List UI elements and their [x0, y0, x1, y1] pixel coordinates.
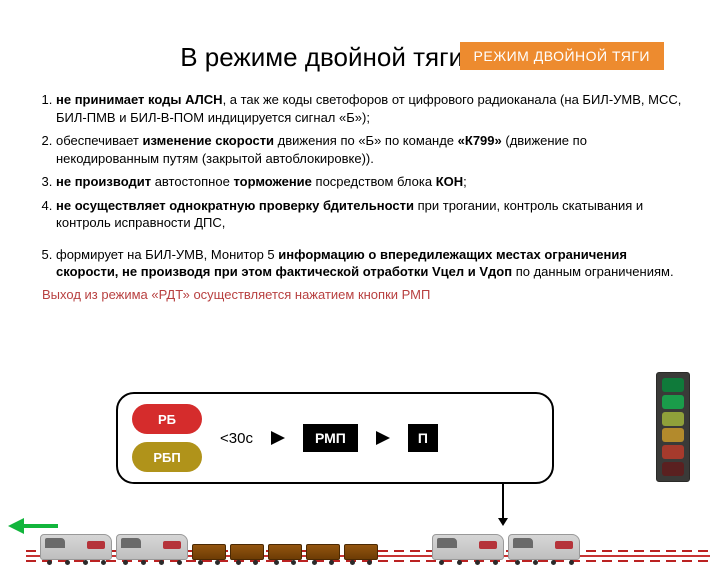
text-bold: не производит	[56, 174, 151, 189]
text: формирует на БИЛ-УМВ, Монитор 5	[56, 247, 278, 262]
text: автостопное	[151, 174, 233, 189]
text: по данным ограничениям.	[512, 264, 673, 279]
text-bold: изменение скорости	[143, 133, 275, 148]
sequence-diagram: РБ РБП <30с РМП П	[116, 392, 554, 484]
rb-button: РБ	[132, 404, 202, 434]
pill-column: РБ РБП	[132, 404, 202, 472]
text: посредством блока	[312, 174, 436, 189]
feature-list: не принимает коды АЛСН, а так же коды св…	[0, 91, 720, 281]
rbp-button: РБП	[132, 442, 202, 472]
lamp	[662, 445, 684, 459]
timer-label: <30с	[220, 430, 253, 447]
lamp	[662, 462, 684, 476]
text: обеспечивает	[56, 133, 143, 148]
list-item: обеспечивает изменение скорости движения…	[56, 132, 688, 167]
text-bold: КОН	[436, 174, 463, 189]
p-button: П	[408, 424, 438, 452]
direction-arrow-icon	[8, 518, 58, 534]
list-item: формирует на БИЛ-УМВ, Монитор 5 информац…	[56, 246, 688, 281]
text: движения по «Б» по команде	[274, 133, 458, 148]
text-bold: торможение	[233, 174, 311, 189]
mode-badge: РЕЖИМ ДВОЙНОЙ ТЯГИ	[460, 42, 664, 70]
list-item: не принимает коды АЛСН, а так же коды св…	[56, 91, 688, 126]
train-right	[432, 534, 580, 560]
rmp-button: РМП	[303, 424, 358, 452]
lamp	[662, 378, 684, 392]
track-illustration	[0, 500, 720, 582]
exit-note: Выход из режима «РДТ» осуществляется наж…	[0, 287, 720, 302]
text: ;	[463, 174, 467, 189]
lamp	[662, 395, 684, 409]
arrow-right-icon	[271, 431, 285, 445]
lamp	[662, 412, 684, 426]
text-bold: не принимает коды АЛСН	[56, 92, 223, 107]
arrow-right-icon	[376, 431, 390, 445]
lamp	[662, 428, 684, 442]
train-left	[40, 534, 378, 560]
text-bold: не осуществляет однократную проверку бди…	[56, 198, 414, 213]
text-bold: «К799»	[458, 133, 502, 148]
list-item: не производит автостопное торможение пос…	[56, 173, 688, 191]
list-item: не осуществляет однократную проверку бди…	[56, 197, 688, 232]
signal-indicator	[656, 372, 690, 482]
